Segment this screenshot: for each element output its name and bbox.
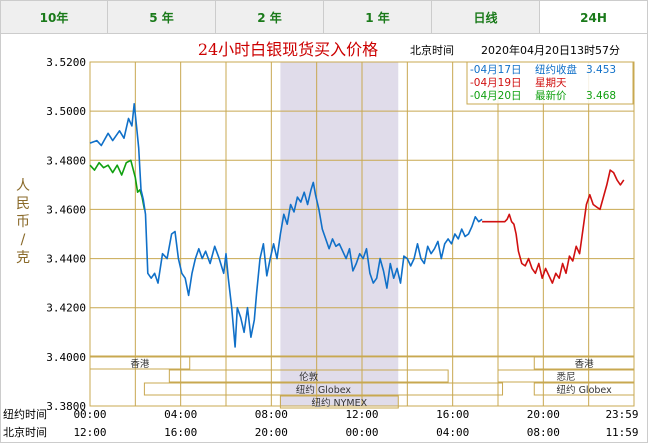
- legend-date: -04月19日: [470, 77, 522, 89]
- y-axis-label-char: 人: [16, 178, 30, 194]
- x-tick-label: 12:00: [345, 408, 378, 421]
- legend-box: [466, 61, 634, 105]
- chart-title: 24小时白银现货买入价格: [198, 40, 378, 59]
- market-session-box: [279, 395, 399, 409]
- time-label: 北京时间: [410, 43, 454, 57]
- price-series-line-1: [89, 159, 146, 210]
- market-session-box: [533, 382, 635, 396]
- legend-label: 纽约收盘: [535, 63, 577, 76]
- market-session-label: 伦敦: [299, 371, 319, 383]
- market-session-label: 香港: [130, 358, 150, 370]
- y-tick-label: 3.4000: [46, 351, 86, 364]
- market-session-box: [168, 369, 449, 383]
- x-tick-label: 04:00: [436, 426, 469, 439]
- legend-label: 星期天: [535, 77, 567, 89]
- x-tick-label: 20:00: [527, 408, 560, 421]
- price-series-line-3: [482, 169, 625, 284]
- x-tick-label: 11:59: [605, 426, 638, 439]
- tab-2[interactable]: 5 年: [108, 0, 216, 34]
- y-axis-label-char: 币: [16, 214, 30, 230]
- legend-date: -04月20日: [470, 90, 522, 102]
- tab-4[interactable]: 1 年: [324, 0, 432, 34]
- tab-6[interactable]: 24H: [540, 0, 648, 34]
- x-axis-row-label: 北京时间: [3, 425, 47, 439]
- current-datetime: 2020年04月20日13时57分: [481, 43, 620, 57]
- plot-border: [89, 61, 635, 407]
- y-tick-label: 3.5000: [46, 105, 86, 118]
- legend-value: 3.468: [586, 90, 616, 102]
- x-axis-row-label: 纽约时间: [3, 407, 47, 421]
- x-tick-label: 16:00: [164, 426, 197, 439]
- y-tick-label: 3.4200: [46, 302, 86, 315]
- chart-frame: 3.5200 3.5000 3.4800 3.4600 3.4400 3.4200 3.40…: [0, 33, 648, 443]
- market-session-label: 香港: [575, 358, 595, 370]
- market-session-label: 纽约 Globex: [296, 384, 352, 396]
- market-session-box: [533, 356, 635, 370]
- price-series-line-2: [89, 103, 483, 348]
- x-tick-label: 04:00: [164, 408, 197, 421]
- x-tick-label: 00:00: [73, 408, 106, 421]
- x-tick-label: 00:00: [345, 426, 378, 439]
- market-session-box: [143, 382, 504, 396]
- y-axis-label-char: 民: [16, 196, 30, 212]
- nymex-session-band: [280, 62, 399, 406]
- y-axis-label-char: /: [21, 232, 26, 248]
- price-chart: 3.5200 3.5000 3.4800 3.4600 3.4400 3.4200 3.40…: [3, 40, 639, 439]
- y-axis-label-char: 克: [16, 250, 30, 266]
- x-tick-label: 12:00: [73, 426, 106, 439]
- legend-value: 3.453: [586, 64, 616, 76]
- y-tick-label: 3.4800: [46, 154, 86, 167]
- tab-5[interactable]: 日线: [432, 0, 540, 34]
- y-tick-label: 3.4600: [46, 203, 86, 216]
- legend-date: -04月17日: [470, 64, 522, 76]
- tab-1[interactable]: 10年: [0, 0, 108, 34]
- y-tick-label: 3.5200: [46, 56, 86, 69]
- legend-label: 最新价: [535, 89, 567, 102]
- y-tick-label: 3.4400: [46, 253, 86, 266]
- market-session-label: 纽约 NYMEX: [312, 397, 368, 409]
- x-tick-label: 20:00: [255, 426, 288, 439]
- x-tick-label: 16:00: [436, 408, 469, 421]
- x-tick-label: 23:59: [605, 408, 638, 421]
- x-tick-label: 08:00: [527, 426, 560, 439]
- tab-3[interactable]: 2 年: [216, 0, 324, 34]
- y-tick-label: 3.3800: [46, 400, 86, 413]
- market-session-label: 纽约 Globex: [557, 384, 613, 396]
- market-session-label: 悉尼: [556, 371, 575, 383]
- x-tick-label: 08:00: [255, 408, 288, 421]
- market-session-box: [497, 369, 635, 383]
- market-session-box: [89, 356, 191, 370]
